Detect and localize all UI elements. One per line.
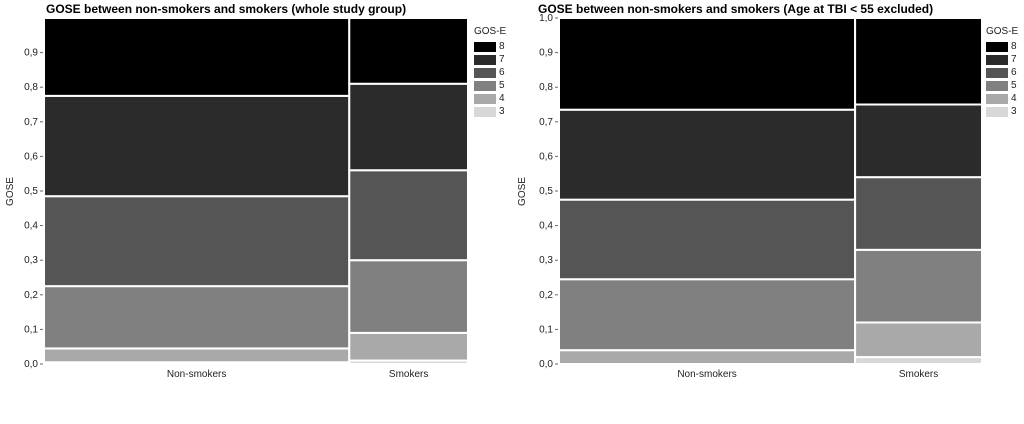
legend-swatch <box>986 106 1008 117</box>
legend-item-3: 3 <box>474 105 506 118</box>
mosaic-cell-gose-6-smokers <box>854 176 984 251</box>
legend-item-6: 6 <box>986 66 1018 79</box>
y-tick-label: 0,9 <box>24 48 38 59</box>
x-category-label: Non-smokers <box>167 369 226 380</box>
mosaic-cell-gose-6-non-smokers <box>43 195 351 288</box>
mosaic-cell-gose-8-smokers <box>348 17 469 85</box>
legend-item-6: 6 <box>474 66 506 79</box>
legend-label: 6 <box>499 67 505 78</box>
legend-swatch <box>474 67 496 78</box>
legend-label: 6 <box>1011 67 1017 78</box>
legend-item-4: 4 <box>474 92 506 105</box>
y-tick-label: 0,2 <box>24 290 38 301</box>
legend-swatch <box>986 93 1008 104</box>
y-tick-label: 0,8 <box>24 82 38 93</box>
legend-label: 5 <box>499 80 505 91</box>
chart-panel-age-excluded: GOSE between non-smokers and smokers (Ag… <box>512 0 1024 424</box>
legend-label: 3 <box>1011 106 1017 117</box>
y-tick-label: 0,9 <box>539 48 553 59</box>
mosaic-cell-gose-5-non-smokers <box>558 278 857 352</box>
legend-item-8: 8 <box>986 40 1018 53</box>
legend-swatch <box>474 41 496 52</box>
legend-label: 5 <box>1011 80 1017 91</box>
legend-title: GOS-E <box>986 26 1019 37</box>
legend-swatch <box>986 80 1008 91</box>
legend-item-5: 5 <box>986 79 1018 92</box>
y-tick-label: 0,6 <box>24 151 38 162</box>
mosaic-cell-gose-7-smokers <box>348 82 469 172</box>
legend-swatch <box>986 54 1008 65</box>
x-category-label: Smokers <box>899 369 938 380</box>
legend-title: GOS-E <box>474 26 507 37</box>
mosaic-cell-gose-7-non-smokers <box>43 94 351 198</box>
y-tick-label: 0,7 <box>24 117 38 128</box>
mosaic-cell-gose-7-non-smokers <box>558 108 857 201</box>
mosaic-cell-gose-5-smokers <box>348 259 469 334</box>
legend: GOS-E 8 7 6 5 4 3 <box>986 26 1018 118</box>
y-tick-label: 0,3 <box>539 255 553 266</box>
legend-swatch <box>474 54 496 65</box>
y-tick-label: 0,1 <box>24 324 38 335</box>
x-category-label: Non-smokers <box>677 369 736 380</box>
legend-label: 4 <box>1011 93 1017 104</box>
mosaic-plot: 0,0 0,1 0,2 0,3 0,4 0,5 0,6 0,7 0,8 0,9 1,0 Non-smo… <box>539 13 984 380</box>
y-tick-label: 0,4 <box>539 221 553 232</box>
legend-item-7: 7 <box>474 53 506 66</box>
x-category-label: Smokers <box>389 369 428 380</box>
legend-label: 8 <box>1011 41 1017 52</box>
y-tick-label: 0,2 <box>539 290 553 301</box>
mosaic-cell-gose-5-smokers <box>854 248 984 324</box>
legend-swatch <box>474 106 496 117</box>
legend-item-7: 7 <box>986 53 1018 66</box>
y-tick-label: 0,5 <box>539 186 553 197</box>
legend-item-8: 8 <box>474 40 506 53</box>
legend-label: 8 <box>499 41 505 52</box>
y-tick-label: 1,0 <box>539 13 553 24</box>
y-tick-label: 0,0 <box>24 359 38 370</box>
legend-label: 7 <box>1011 54 1017 65</box>
legend-swatch <box>474 80 496 91</box>
y-tick-label: 0,0 <box>539 359 553 370</box>
mosaic-cell-gose-4-non-smokers <box>558 349 857 366</box>
legend-label: 3 <box>499 106 505 117</box>
y-tick-label: 0,6 <box>539 151 553 162</box>
legend-item-4: 4 <box>986 92 1018 105</box>
mosaic-cell-gose-5-non-smokers <box>43 285 351 350</box>
legend: GOS-E 8 7 6 5 4 3 <box>474 26 506 118</box>
mosaic-cell-gose-6-smokers <box>348 169 469 262</box>
mosaic-cell-gose-4-non-smokers <box>43 347 351 364</box>
y-tick-label: 0,5 <box>24 186 38 197</box>
legend-item-5: 5 <box>474 79 506 92</box>
mosaic-cell-gose-8-non-smokers <box>43 17 351 97</box>
y-tick-label: 0,3 <box>24 255 38 266</box>
y-tick-label: 0,7 <box>539 117 553 128</box>
mosaic-cell-gose-4-smokers <box>348 331 469 362</box>
mosaic-cell-gose-4-smokers <box>854 321 984 359</box>
y-tick-label: 0,1 <box>539 324 553 335</box>
legend-label: 4 <box>499 93 505 104</box>
legend-swatch <box>474 93 496 104</box>
y-tick-label: 0,8 <box>539 82 553 93</box>
mosaic-cell-gose-7-smokers <box>854 103 984 179</box>
chart-title: GOSE between non-smokers and smokers (wh… <box>46 2 407 16</box>
mosaic-plot: 0,0 0,1 0,2 0,3 0,4 0,5 0,6 0,7 0,8 0,9 Non-smoker… <box>24 17 469 380</box>
legend-swatch <box>986 41 1008 52</box>
legend-swatch <box>986 67 1008 78</box>
mosaic-cell-gose-6-non-smokers <box>558 198 857 281</box>
chart-panel-whole-group: GOSE between non-smokers and smokers (wh… <box>5 2 506 380</box>
mosaic-cell-gose-8-smokers <box>854 17 984 106</box>
mosaic-cell-gose-3-smokers <box>854 356 984 365</box>
legend-item-3: 3 <box>986 105 1018 118</box>
chart-title: GOSE between non-smokers and smokers (Ag… <box>538 2 934 16</box>
y-tick-label: 0,4 <box>24 221 38 232</box>
legend-label: 7 <box>499 54 505 65</box>
mosaic-cell-gose-8-non-smokers <box>558 17 857 111</box>
